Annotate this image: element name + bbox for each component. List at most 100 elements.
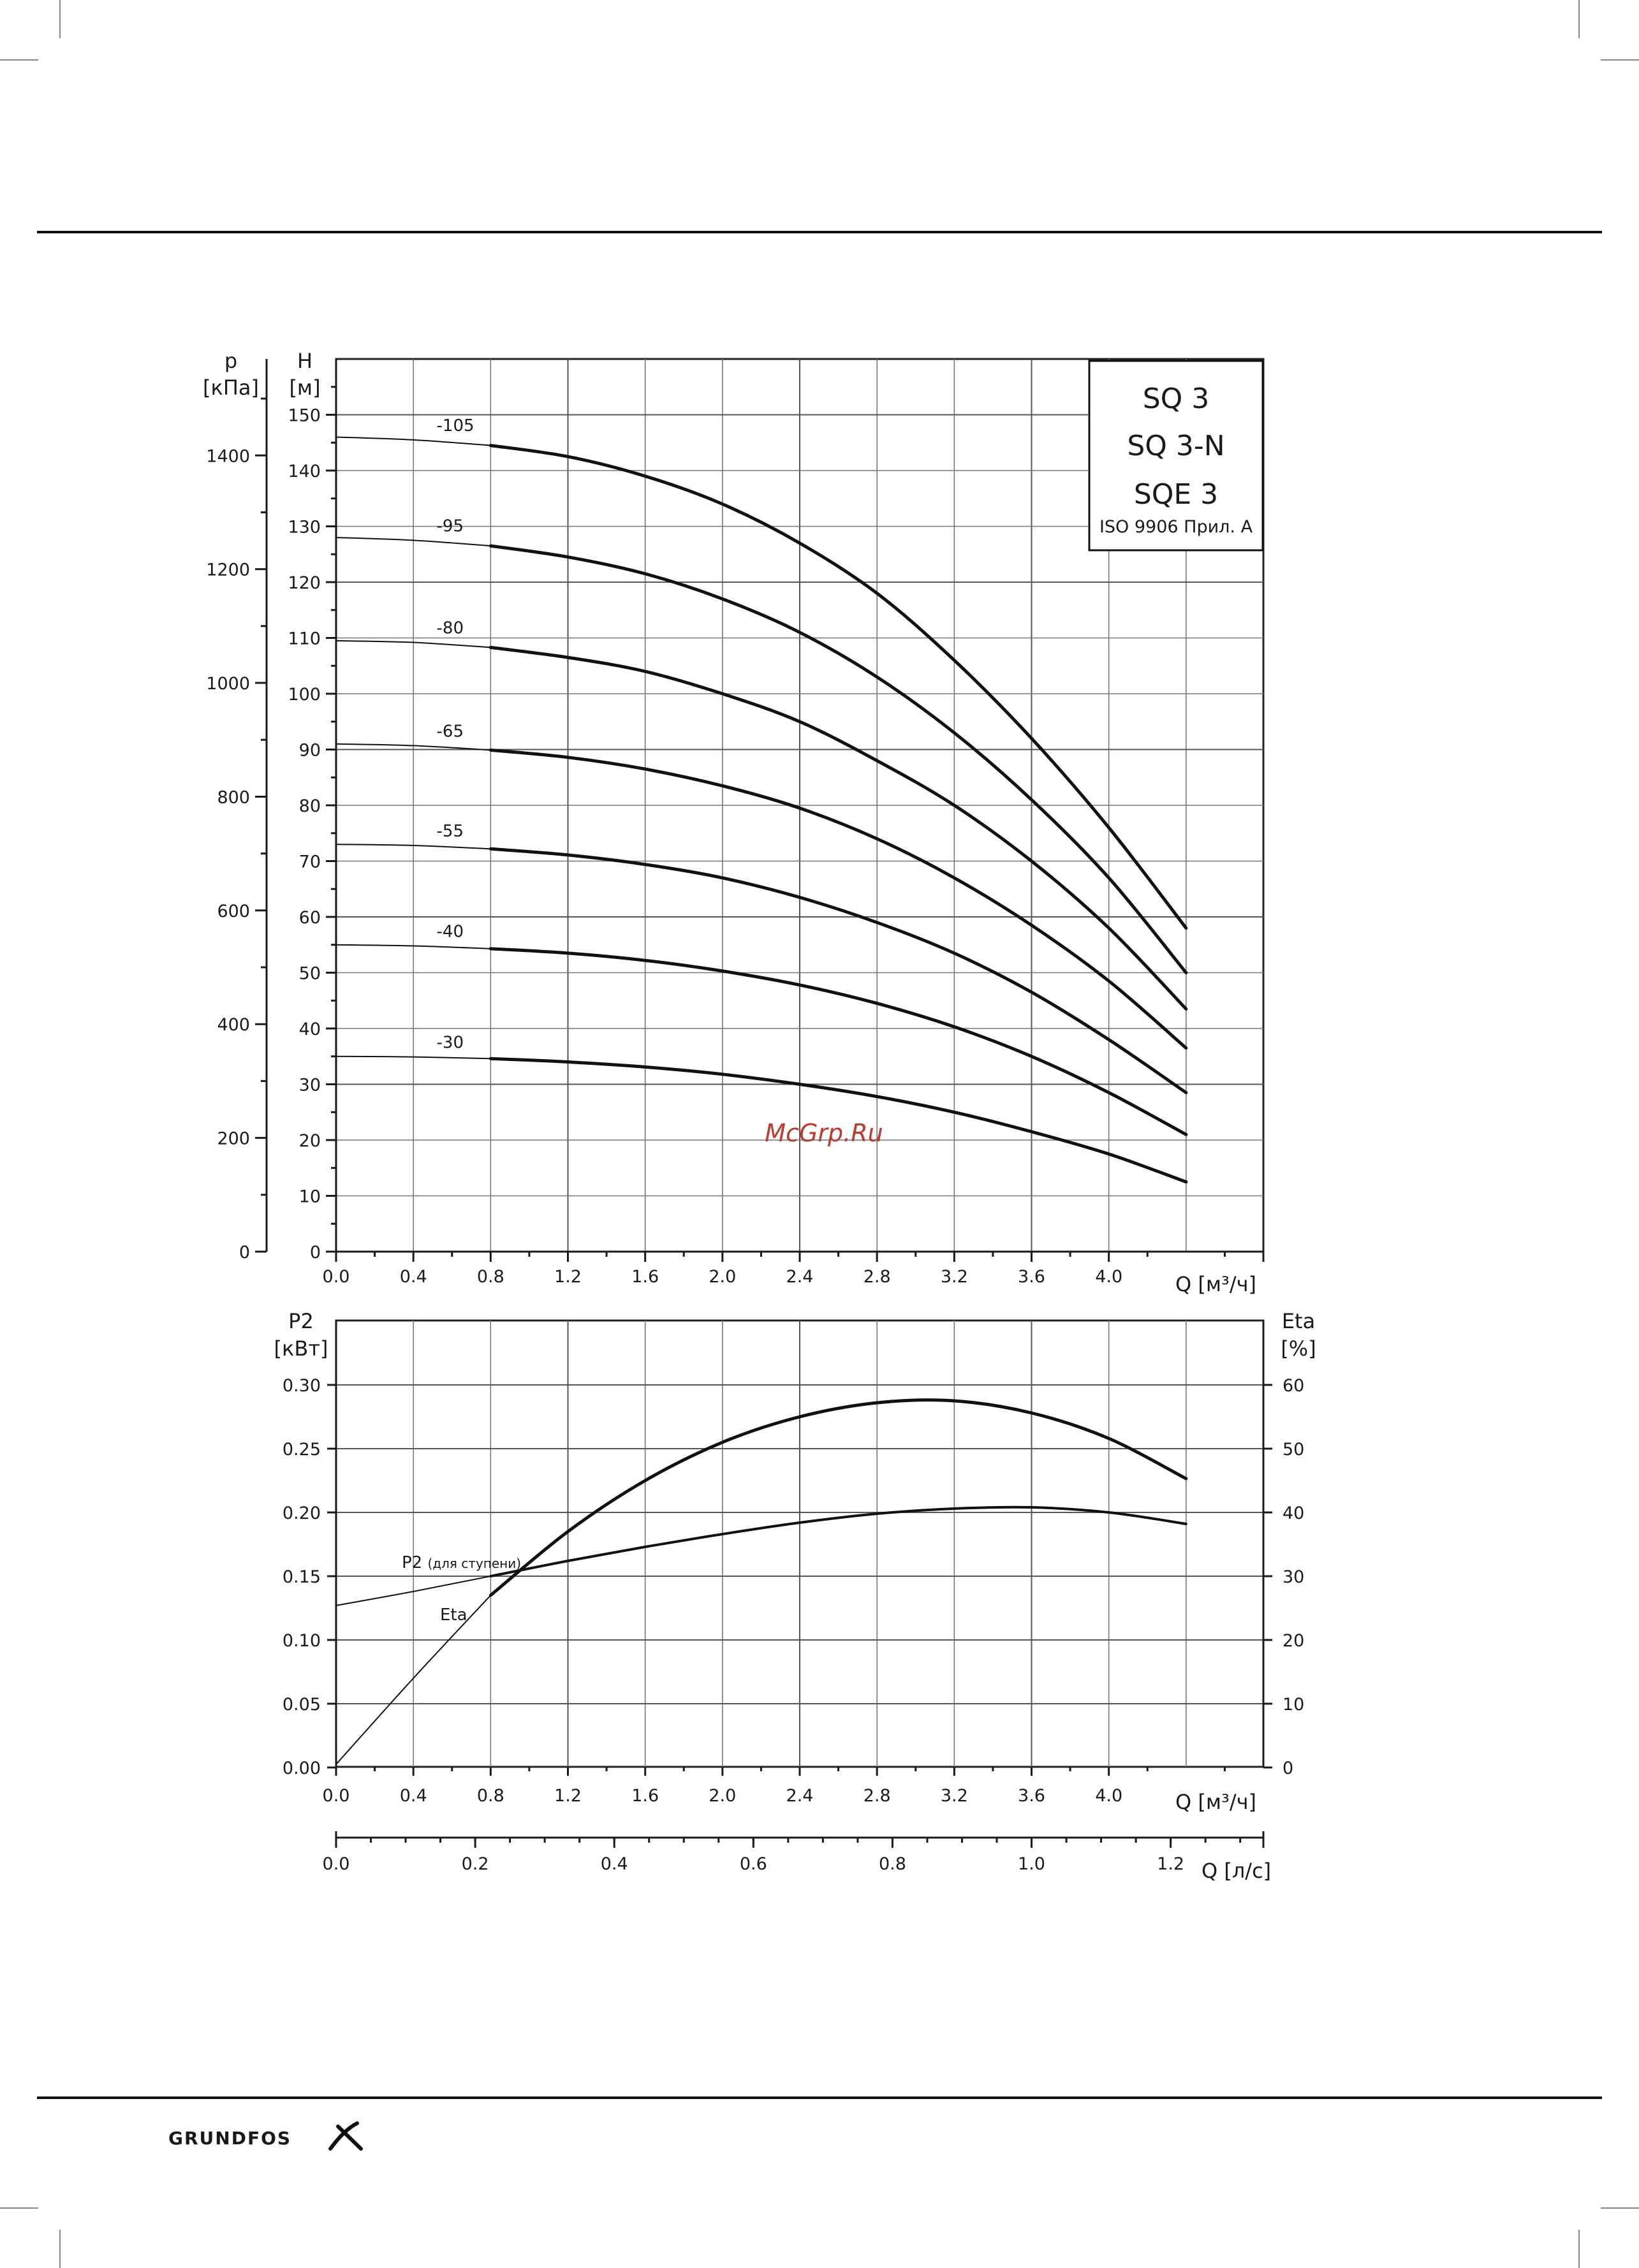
head-curve-label: -55 [437, 822, 464, 841]
head-q-tick-label: 1.2 [554, 1267, 582, 1287]
power-q-tick-label: 1.2 [554, 1786, 582, 1806]
head-curve--55 [489, 847, 1188, 1095]
head-curve-label: -95 [437, 516, 464, 536]
legend-model-2: SQ 3-N [1127, 430, 1224, 462]
head-curve--105 [489, 444, 1188, 930]
head-curve--95 [489, 544, 1188, 974]
eta-y-label-unit: [%] [1281, 1336, 1316, 1361]
head-p-tick-label: 400 [217, 1015, 250, 1035]
head-curve-label: -40 [437, 923, 464, 942]
eta-right-tick-label: 40 [1283, 1503, 1304, 1523]
legend-model-1: SQ 3 [1143, 383, 1210, 415]
legend-box: SQ 3 SQ 3-N SQE 3 ISO 9906 Прил. A [1088, 360, 1264, 552]
ls-tick-label: 0.6 [740, 1854, 767, 1874]
head-q-tick-label: 2.8 [864, 1267, 891, 1287]
eta-curve-low [335, 1595, 492, 1765]
eta-series-label: Eta [440, 1606, 467, 1625]
power-y-label: P2 [288, 1309, 314, 1333]
head-chart: 0 10 20 30 40 50 60 70 80 90 100 110 120 130 140 150 0 20… [203, 349, 1265, 1296]
head-q-tick-label: 2.0 [709, 1267, 736, 1287]
eta-right-tick-label: 0 [1283, 1759, 1293, 1778]
head-curve--40-low [335, 944, 492, 949]
power-left-tick-label: 0.15 [283, 1567, 321, 1587]
power-efficiency-chart: 0.00 0.05 0.10 0.15 0.20 0.25 0.30 0 10 20 30 40 50 6… [274, 1309, 1316, 1814]
power-q-tick-label: 1.6 [631, 1786, 659, 1806]
head-h-tick-label: 40 [299, 1020, 321, 1039]
head-h-tick-label: 130 [288, 518, 321, 538]
head-p-tick-label: 600 [217, 902, 250, 921]
power-left-tick-label: 0.25 [283, 1440, 321, 1460]
power-grid [335, 1319, 1265, 1768]
grundfos-x-icon [328, 2121, 363, 2151]
head-h-tick-label: 140 [288, 462, 321, 481]
head-curve-label: -30 [437, 1034, 464, 1053]
head-q-tick-label: 0.0 [323, 1267, 350, 1287]
head-curve--30-low [335, 1055, 492, 1060]
ls-tick-label: 0.0 [323, 1854, 350, 1874]
head-x-label: Q [м³/ч] [1175, 1272, 1256, 1296]
head-curve-label: -105 [437, 416, 474, 435]
power-left-tick-label: 0.30 [283, 1376, 321, 1396]
power-q-tick-label: 2.8 [864, 1786, 891, 1806]
head-q-tick-label: 3.2 [941, 1267, 968, 1287]
eta-right-tick-label: 50 [1283, 1440, 1304, 1460]
head-q-tick-label: 0.8 [477, 1267, 504, 1287]
power-left-tick-label: 0.20 [283, 1503, 321, 1523]
head-q-tick-label: 0.4 [400, 1267, 427, 1287]
watermark: McGrp.Ru [765, 1119, 883, 1147]
power-q-tick-label: 3.2 [941, 1786, 968, 1806]
head-h-tick-label: 20 [299, 1131, 321, 1151]
head-p-tick-label: 0 [239, 1243, 250, 1262]
eta-right-tick-label: 30 [1283, 1567, 1304, 1587]
head-p-tick-label: 200 [217, 1129, 250, 1149]
head-labels: -105 -95 -80 -65 -55 -40 -30 [437, 416, 474, 1053]
head-h-tick-label: 0 [310, 1243, 321, 1262]
ls-x-label: Q [л/с] [1202, 1859, 1271, 1883]
head-q-tick-label: 1.6 [631, 1267, 659, 1287]
p2-series-label: P2 (для ступени) [402, 1553, 521, 1572]
head-y-label-h-unit: [м] [289, 376, 320, 400]
head-curve-label: -65 [437, 722, 464, 741]
head-p-tick-label: 1000 [206, 674, 250, 694]
flow-ls-axis: 0.0 0.2 0.4 0.6 0.8 1.0 1.2 Q [л/с] [323, 1831, 1271, 1883]
power-q-tick-label: 4.0 [1095, 1786, 1122, 1806]
head-q-tick-label: 4.0 [1095, 1267, 1122, 1287]
head-y2-label-p: p [224, 349, 237, 373]
head-h-tick-label: 80 [299, 796, 321, 816]
head-q-tick-label: 3.6 [1018, 1267, 1045, 1287]
power-axes: 0.00 0.05 0.10 0.15 0.20 0.25 0.30 0 10 20 30 40 50 6… [283, 1321, 1304, 1806]
head-p-tick-label: 1400 [206, 446, 250, 466]
head-h-tick-label: 50 [299, 964, 321, 984]
head-q-tick-label: 2.4 [786, 1267, 814, 1287]
power-q-tick-label: 2.0 [709, 1786, 736, 1806]
head-curve-label: -80 [437, 619, 464, 638]
head-h-tick-label: 120 [288, 573, 321, 593]
head-p-tick-label: 800 [217, 787, 250, 807]
power-q-tick-label: 3.6 [1018, 1786, 1045, 1806]
head-h-tick-label: 110 [288, 629, 321, 649]
head-h-tick-label: 30 [299, 1076, 321, 1095]
ls-tick-label: 1.0 [1018, 1854, 1045, 1874]
head-y2-label-p-unit: [кПа] [203, 376, 259, 400]
ls-tick-label: 0.4 [601, 1854, 628, 1874]
power-left-tick-label: 0.05 [283, 1695, 321, 1715]
head-y-label-h: H [297, 349, 312, 373]
head-curve--65-low [335, 743, 492, 751]
head-curves [335, 436, 1188, 1184]
head-curve--55-low [335, 844, 492, 850]
grundfos-logo: GRUNDFOS [168, 2121, 363, 2151]
head-h-tick-label: 60 [299, 908, 321, 928]
eta-right-tick-label: 20 [1283, 1631, 1304, 1651]
head-h-tick-label: 90 [299, 741, 321, 761]
head-h-tick-label: 70 [299, 852, 321, 872]
head-h-tick-label: 10 [299, 1187, 321, 1207]
head-h-tick-label: 150 [288, 406, 321, 426]
ls-tick-label: 0.2 [462, 1854, 489, 1874]
power-q-tick-label: 0.0 [323, 1786, 350, 1806]
head-curve--80 [489, 645, 1188, 1011]
power-curves [335, 1398, 1188, 1765]
head-axes: 0 10 20 30 40 50 60 70 80 90 100 110 120 130 140 150 0 20… [206, 359, 1265, 1287]
ls-axis-ticks: 0.0 0.2 0.4 0.6 0.8 1.0 1.2 [323, 1831, 1265, 1874]
ls-tick-label: 1.2 [1157, 1854, 1184, 1874]
